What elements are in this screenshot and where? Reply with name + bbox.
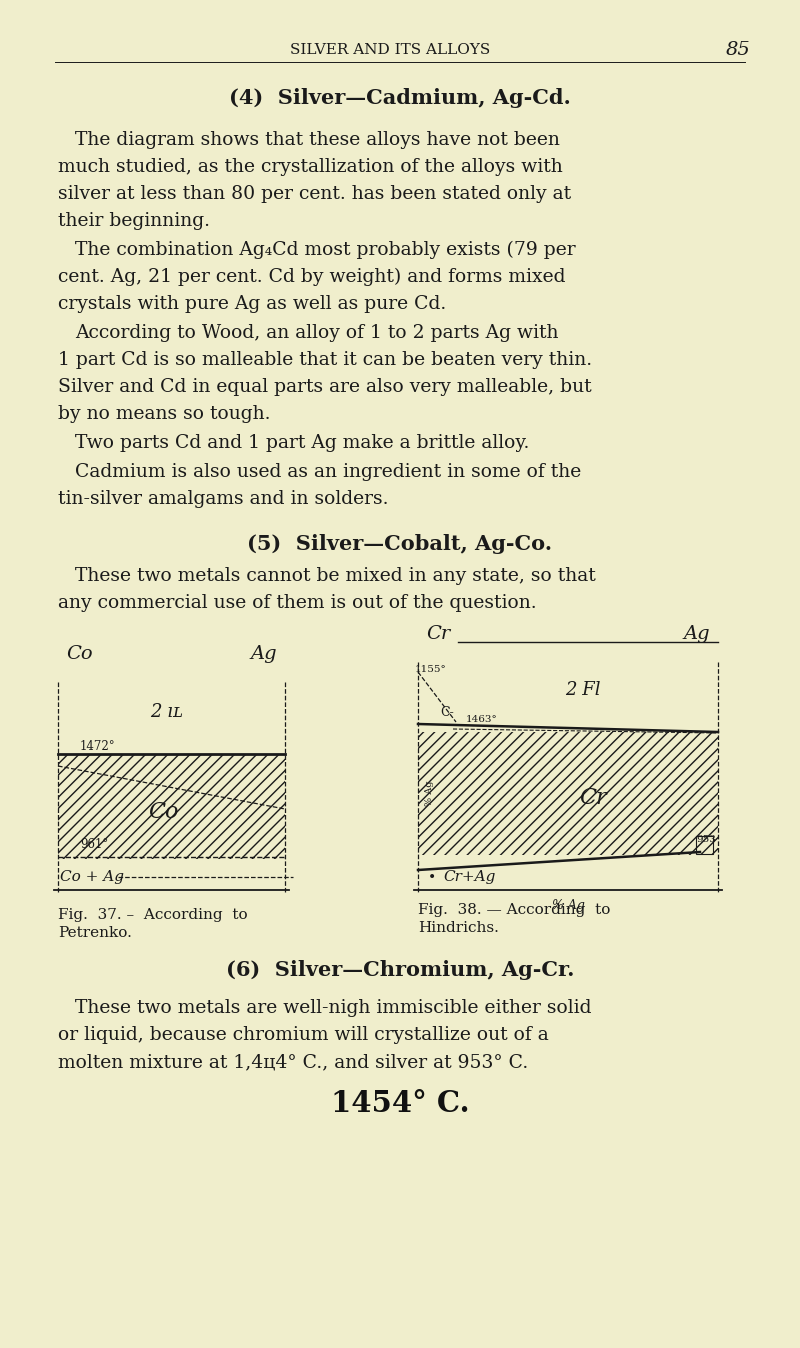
Text: Two parts Cd and 1 part Ag make a brittle alloy.: Two parts Cd and 1 part Ag make a brittl… <box>75 434 530 452</box>
Text: 1463°: 1463° <box>466 716 498 724</box>
Text: C-: C- <box>440 705 454 718</box>
Text: tin-silver amalgams and in solders.: tin-silver amalgams and in solders. <box>58 491 389 508</box>
Text: (4)  Silver—Cadmium, Ag-Cd.: (4) Silver—Cadmium, Ag-Cd. <box>229 88 571 108</box>
Bar <box>696 836 713 855</box>
Text: Cadmium is also used as an ingredient in some of the: Cadmium is also used as an ingredient in… <box>75 462 582 481</box>
Text: silver at less than 80 per cent. has been stated only at: silver at less than 80 per cent. has bee… <box>58 185 571 204</box>
Text: SILVER AND ITS ALLOYS: SILVER AND ITS ALLOYS <box>290 43 490 57</box>
Text: 1 part Cd is so malleable that it can be beaten very thin.: 1 part Cd is so malleable that it can be… <box>58 350 592 369</box>
Text: any commercial use of them is out of the question.: any commercial use of them is out of the… <box>58 594 537 612</box>
Text: The diagram shows that these alloys have not been: The diagram shows that these alloys have… <box>75 131 560 150</box>
Text: Hindrichs.: Hindrichs. <box>418 921 499 936</box>
Text: Fig.  37. –  According  to: Fig. 37. – According to <box>58 909 248 922</box>
Text: (6)  Silver—Chromium, Ag-Cr.: (6) Silver—Chromium, Ag-Cr. <box>226 960 574 980</box>
Text: much studied, as the crystallization of the alloys with: much studied, as the crystallization of … <box>58 158 562 177</box>
Text: •: • <box>428 869 436 884</box>
Text: Ag: Ag <box>683 625 710 643</box>
Text: Co + Ag: Co + Ag <box>60 869 124 884</box>
Text: % Ag: % Ag <box>551 899 585 911</box>
Text: The combination Ag₄Cd most probably exists (79 per: The combination Ag₄Cd most probably exis… <box>75 241 576 259</box>
Text: According to Wood, an alloy of 1 to 2 parts Ag with: According to Wood, an alloy of 1 to 2 pa… <box>75 324 558 342</box>
Text: 85: 85 <box>726 40 750 59</box>
Text: 1454° C.: 1454° C. <box>330 1088 470 1117</box>
Text: by no means so tough.: by no means so tough. <box>58 404 270 423</box>
Bar <box>58 754 285 859</box>
Text: crystals with pure Ag as well as pure Cd.: crystals with pure Ag as well as pure Cd… <box>58 295 446 313</box>
Text: 2 ıʟ: 2 ıʟ <box>150 704 183 721</box>
Text: These two metals cannot be mixed in any state, so that: These two metals cannot be mixed in any … <box>75 568 596 585</box>
Text: These two metals are well-nigh immiscible either solid: These two metals are well-nigh immiscibl… <box>75 999 591 1016</box>
Text: (5)  Silver—Cobalt, Ag-Co.: (5) Silver—Cobalt, Ag-Co. <box>247 534 553 554</box>
Text: 953: 953 <box>696 834 716 844</box>
Text: % Ag: % Ag <box>426 780 434 806</box>
Text: 1472°: 1472° <box>80 740 116 754</box>
Text: 961°: 961° <box>80 838 108 852</box>
Text: their beginning.: their beginning. <box>58 212 210 231</box>
Bar <box>418 732 718 855</box>
Text: Petrenko.: Petrenko. <box>58 926 132 940</box>
Text: Silver and Cd in equal parts are also very malleable, but: Silver and Cd in equal parts are also ve… <box>58 377 592 396</box>
Text: 2 Fl: 2 Fl <box>566 681 601 700</box>
Text: Fig.  38. — According  to: Fig. 38. — According to <box>418 903 610 917</box>
Text: Cr: Cr <box>579 787 607 810</box>
Text: Ag: Ag <box>250 644 277 663</box>
Text: Cr+Ag: Cr+Ag <box>443 869 495 884</box>
Text: 1155°: 1155° <box>415 666 446 674</box>
Text: Cr: Cr <box>426 625 450 643</box>
Text: Co: Co <box>148 801 178 822</box>
Text: Co: Co <box>66 644 93 663</box>
Text: or liquid, because chromium will crystallize out of a: or liquid, because chromium will crystal… <box>58 1026 549 1043</box>
Text: cent. Ag, 21 per cent. Cd by weight) and forms mixed: cent. Ag, 21 per cent. Cd by weight) and… <box>58 268 566 286</box>
Text: molten mixture at 1,4ц4° C., and silver at 953° C.: molten mixture at 1,4ц4° C., and silver … <box>58 1053 528 1072</box>
